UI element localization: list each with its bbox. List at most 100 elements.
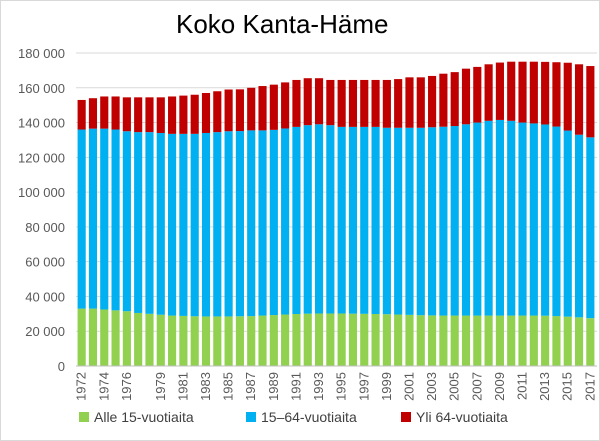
bar-segment-under15 [473,315,482,366]
bar-segment-15-64 [450,126,459,316]
bar-segment-under15 [247,316,256,366]
bar-segment-15-64 [529,123,538,316]
bar-segment-over64 [473,66,482,123]
bar-segment-over64 [303,78,312,126]
y-tick-label: 140 000 [18,116,65,131]
bar-segment-15-64 [201,132,211,317]
bar-segment-15-64 [224,131,233,317]
bar-segment-over64 [461,68,471,125]
bar-segment-under15 [269,315,278,366]
x-tick-label: 2015 [560,372,575,401]
axes: 0 20 000 40 000 60 000 80 000 100 000 120 000 1… [18,46,597,401]
x-tick-label: 1987 [243,372,258,401]
bar-segment-under15 [439,315,448,366]
bar-segment-over64 [190,94,199,134]
bar-segment-under15 [168,315,177,366]
bar-segment-over64 [574,64,584,135]
bar-segment-under15 [134,312,143,366]
bar-segment-15-64 [122,131,131,312]
bar-segment-under15 [495,315,504,366]
bar-segment-over64 [541,61,550,125]
bar-segment-over64 [371,79,380,127]
x-tick-label: 1974 [96,372,111,401]
bar-segment-over64 [529,61,538,124]
y-tick-label: 120 000 [18,150,65,165]
bar-segment-under15 [303,313,312,366]
bar-segment-over64 [428,75,437,128]
bar-segment-under15 [77,308,86,366]
x-tick-label: 1993 [311,372,326,401]
bar-segment-over64 [134,97,143,133]
bar-segment-over64 [314,78,324,125]
legend-label: Alle 15-vuotiaita [94,409,194,425]
bar-segment-under15 [88,308,98,366]
bar-segment-15-64 [563,130,572,317]
bar-segment-under15 [213,316,222,366]
bar-segment-15-64 [77,129,86,309]
bar-segment-over64 [235,89,244,132]
bar-segment-15-64 [574,134,584,318]
bar-segment-under15 [552,316,561,366]
bar-segment-15-64 [416,127,425,316]
bar-segment-over64 [156,97,165,133]
bar-segment-over64 [77,99,86,130]
bar-segment-15-64 [371,126,380,315]
bar-segment-under15 [111,310,120,366]
bar-segment-over64 [201,92,211,133]
bar-segment-15-64 [461,124,471,316]
bar-segment-under15 [145,313,154,366]
x-tick-label: 1991 [288,372,303,401]
bar-segment-under15 [518,315,527,366]
bar-segment-15-64 [281,128,290,315]
bar-segment-under15 [405,314,414,366]
bar-segment-under15 [326,313,335,366]
bar-segment-under15 [337,313,346,366]
legend-swatch [246,412,256,422]
bar-segment-under15 [201,316,211,366]
bar-segment-15-64 [507,120,516,316]
x-tick-label: 2011 [515,372,530,400]
bar-segment-over64 [111,96,120,130]
bar-segment-over64 [439,73,448,127]
legend-label: Yli 64-vuotiaita [416,409,508,425]
legend-label: 15–64-vuotiaita [261,409,357,425]
bar-segment-15-64 [382,127,391,315]
bar-segment-15-64 [100,128,109,310]
bar-segment-under15 [416,315,425,366]
x-tick-label: 1981 [175,372,190,401]
bar-segment-15-64 [518,122,527,316]
bar-segment-under15 [235,316,244,366]
bar-segment-over64 [563,62,572,131]
bar-segment-15-64 [473,122,482,316]
bar-segment-15-64 [495,119,504,316]
bar-segment-over64 [122,97,131,132]
bar-segment-under15 [507,315,516,366]
y-tick-label: 160 000 [18,81,65,96]
bar-segment-15-64 [337,126,346,314]
y-tick-label: 40 000 [25,289,65,304]
bar-segment-under15 [371,314,380,366]
bar-segment-over64 [360,79,369,127]
bar-segment-under15 [156,314,165,366]
bar-segment-over64 [450,72,459,127]
bar-segment-over64 [100,96,109,129]
bar-segment-under15 [382,314,391,366]
bar-segment-under15 [450,315,459,366]
bar-segment-over64 [213,91,222,133]
x-tick-label: 1985 [221,372,236,401]
bar-segment-over64 [337,79,346,127]
bar-segment-15-64 [303,125,312,314]
bar-segment-under15 [179,315,188,366]
bar-segment-15-64 [292,126,301,315]
bar-segment-under15 [258,315,267,366]
y-tick-label: 0 [58,359,65,374]
x-tick-label: 1983 [198,372,213,401]
x-tick-label: 1972 [74,372,89,401]
bar-segment-15-64 [269,129,278,316]
bar-segment-15-64 [394,127,403,315]
x-tick-label: 1976 [119,372,134,401]
x-tick-label: 1999 [379,372,394,401]
legend-swatch [401,412,411,422]
bar-segment-over64 [416,77,425,128]
